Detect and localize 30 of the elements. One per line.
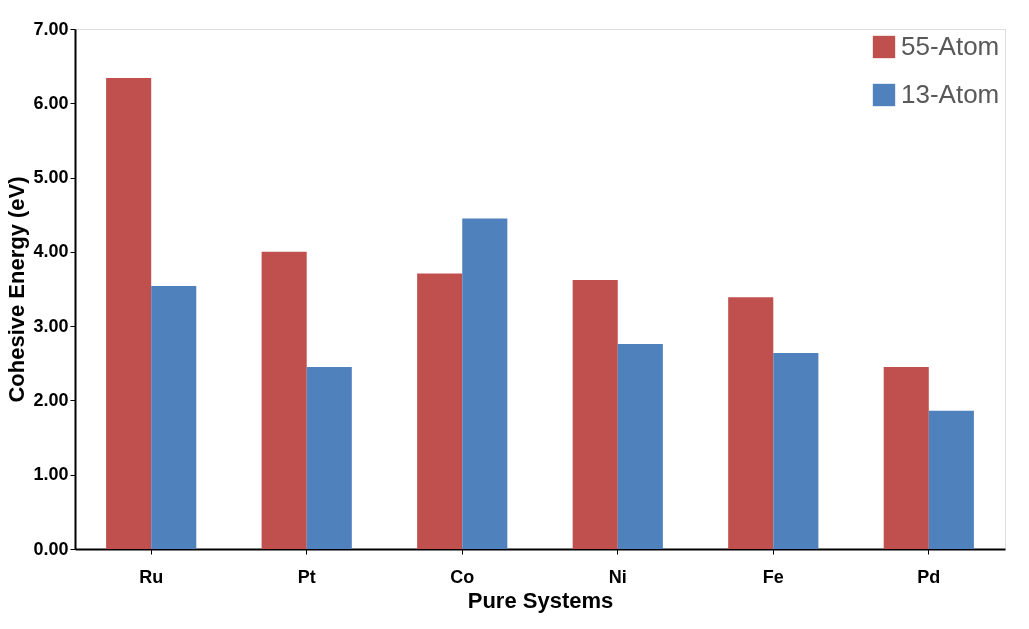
bar — [306, 367, 352, 549]
y-tick-label: 2.00 — [33, 389, 69, 410]
y-tick-label: 1.00 — [33, 464, 69, 485]
bar — [417, 273, 463, 549]
y-tick-label: 3.00 — [33, 315, 69, 336]
bar — [151, 286, 197, 549]
y-tick-label: 0.00 — [33, 538, 69, 559]
bar — [572, 280, 618, 549]
x-tick-label: Ni — [608, 566, 627, 587]
y-tick-label: 5.00 — [33, 167, 69, 188]
y-tick-label: 6.00 — [33, 92, 69, 113]
y-tick-label: 7.00 — [33, 18, 69, 39]
bar — [617, 343, 663, 549]
legend-label: 13-Atom — [901, 79, 1000, 109]
x-tick-label: Fe — [762, 566, 784, 587]
x-axis-title: Pure Systems — [467, 587, 614, 613]
y-tick-label: 4.00 — [33, 241, 69, 262]
bar — [462, 218, 508, 549]
x-tick-label: Ru — [139, 566, 164, 587]
bar — [728, 297, 774, 549]
bar — [106, 78, 152, 549]
bar — [773, 352, 819, 549]
legend-label: 55-Atom — [901, 31, 1000, 61]
bar — [261, 251, 307, 549]
y-axis-title: Cohesive Energy (eV) — [4, 176, 30, 403]
x-tick-label: Co — [450, 566, 475, 587]
bar — [883, 367, 929, 549]
x-tick-label: Pd — [917, 566, 941, 587]
x-tick-label: Pt — [297, 566, 316, 587]
bar — [928, 410, 974, 549]
